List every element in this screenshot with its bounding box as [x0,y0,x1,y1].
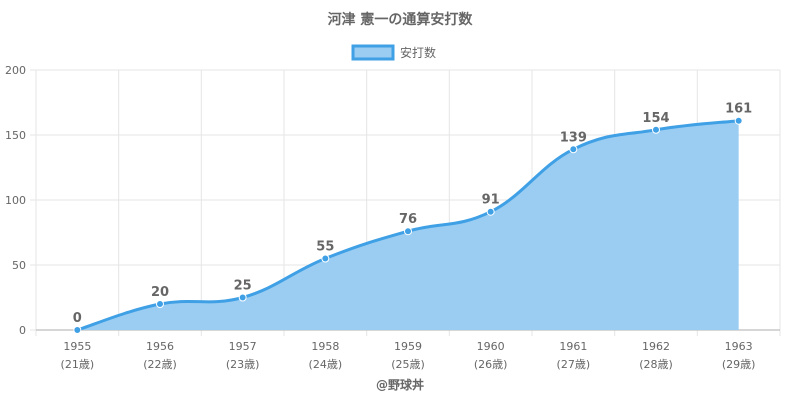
x-tick-sublabel: (29歳) [722,358,756,371]
data-point [652,125,660,134]
data-point [73,326,82,334]
data-point [404,227,412,236]
data-label: 161 [725,102,752,117]
x-tick-sublabel: (28歳) [639,358,673,371]
x-tick-sublabel: (26歳) [474,358,508,371]
x-tick-sublabel: (27歳) [557,358,591,371]
chart-title: 河津 憲一の通算安打数 [328,11,474,28]
x-tick-sublabel: (24歳) [309,358,343,371]
x-tick-label: 1958 [311,340,339,353]
x-tick-label: 1962 [642,340,670,353]
data-point [238,293,247,302]
data-point [156,300,164,308]
data-point [734,116,743,125]
data-label: 55 [316,240,334,255]
y-tick-label: 100 [5,194,26,207]
credit-text: @野球丼 [376,377,424,392]
data-label: 0 [73,311,82,326]
legend[interactable]: 安打数 [351,44,436,61]
data-labels: 0 20 25 55 76 91 139 154 161 [73,102,752,326]
y-tick-label: 200 [5,64,26,77]
legend-swatch [351,44,395,61]
series-area [77,120,739,330]
x-tick-label: 1957 [229,340,257,353]
x-tick-label: 1959 [394,340,422,353]
y-axis: 0 50 100 150 200 [5,64,26,337]
y-tick-label: 0 [19,324,26,337]
x-tick-label: 1955 [63,340,91,353]
x-tick-label: 1961 [559,340,587,353]
data-label: 20 [151,285,169,300]
data-point [321,254,330,263]
x-tick-label: 1963 [725,340,753,353]
x-tick-sublabel: (23歳) [226,358,260,371]
y-tick-label: 150 [5,129,26,142]
legend-label: 安打数 [400,45,436,60]
data-points [73,116,743,334]
x-tick-label: 1956 [146,340,174,353]
x-tick-sublabel: (25歳) [391,358,425,371]
data-label: 154 [642,111,669,126]
data-point [486,207,495,216]
data-label: 91 [482,193,500,208]
y-tick-label: 50 [12,259,26,272]
x-axis: 1955 (21歳) 1956 (22歳) 1957 (23歳) 1958 (24歳) 1959… [61,340,756,371]
x-tick-sublabel: (22歳) [143,358,177,371]
data-label: 76 [399,212,417,227]
data-label: 139 [560,130,587,145]
x-tick-sublabel: (21歳) [61,358,95,371]
x-tick-label: 1960 [477,340,505,353]
data-point [569,145,578,154]
data-label: 25 [234,279,252,294]
